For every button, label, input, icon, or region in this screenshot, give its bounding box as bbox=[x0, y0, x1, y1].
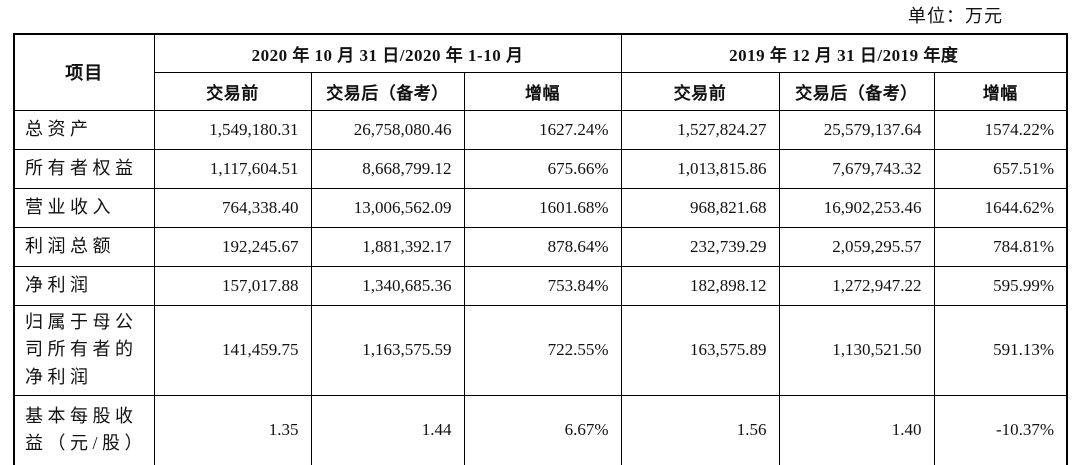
cell: 1.56 bbox=[620, 395, 780, 465]
subheader-2020-change: 增幅 bbox=[463, 71, 622, 111]
cell: 1574.22% bbox=[933, 109, 1068, 150]
cell: 1,163,575.59 bbox=[310, 304, 465, 397]
cell: 26,758,080.46 bbox=[310, 109, 465, 150]
subheader-2020-pre: 交易前 bbox=[153, 71, 312, 111]
cell: 2,059,295.57 bbox=[778, 226, 935, 267]
cell: 878.64% bbox=[463, 226, 622, 267]
cell: 13,006,562.09 bbox=[310, 187, 465, 228]
subheader-2019-change: 增幅 bbox=[933, 71, 1068, 111]
header-row-periods: 项目 2020 年 10 月 31 日/2020 年 1-10 月 2019 年… bbox=[13, 33, 1068, 111]
cell: 25,579,137.64 bbox=[778, 109, 935, 150]
cell: 1.44 bbox=[310, 395, 465, 465]
cell: 7,679,743.32 bbox=[778, 148, 935, 189]
cell: 1,340,685.36 bbox=[310, 265, 465, 306]
row-label: 利润总额 bbox=[13, 226, 155, 267]
table-row-owners-equity: 所有者权益 1,117,604.51 8,668,799.12 675.66% … bbox=[13, 148, 1068, 189]
cell: 764,338.40 bbox=[153, 187, 312, 228]
cell: 1,549,180.31 bbox=[153, 109, 312, 150]
period-header-2020: 2020 年 10 月 31 日/2020 年 1-10 月 bbox=[153, 33, 622, 73]
cell: 1,130,521.50 bbox=[778, 304, 935, 397]
cell: 1,117,604.51 bbox=[153, 148, 312, 189]
cell: 1.40 bbox=[778, 395, 935, 465]
row-label: 净利润 bbox=[13, 265, 155, 306]
cell: 1,013,815.86 bbox=[620, 148, 780, 189]
cell: 722.55% bbox=[463, 304, 622, 397]
cell: 182,898.12 bbox=[620, 265, 780, 306]
cell: 784.81% bbox=[933, 226, 1068, 267]
table-row-total-assets: 总资产 1,549,180.31 26,758,080.46 1627.24% … bbox=[13, 109, 1068, 150]
cell: 657.51% bbox=[933, 148, 1068, 189]
cell: 1644.62% bbox=[933, 187, 1068, 228]
table-row-basic-eps: 基本每股收益（元/股） 1.35 1.44 6.67% 1.56 1.40 -1… bbox=[13, 395, 1068, 465]
subheader-2020-post: 交易后（备考） bbox=[310, 71, 465, 111]
header-row-subcolumns: 交易前 交易后（备考） 增幅 交易前 交易后（备考） 增幅 bbox=[14, 71, 1068, 111]
cell: 16,902,253.46 bbox=[778, 187, 935, 228]
cell: 6.67% bbox=[463, 395, 622, 465]
cell: 595.99% bbox=[933, 265, 1068, 306]
row-label: 基本每股收益（元/股） bbox=[13, 395, 155, 465]
cell: 968,821.68 bbox=[620, 187, 780, 228]
cell: 232,739.29 bbox=[620, 226, 780, 267]
cell: 1,881,392.17 bbox=[310, 226, 465, 267]
cell: 675.66% bbox=[463, 148, 622, 189]
table-row-net-profit-parent: 归属于母公司所有者的净利润 141,459.75 1,163,575.59 72… bbox=[13, 304, 1068, 397]
table-row-net-profit: 净利润 157,017.88 1,340,685.36 753.84% 182,… bbox=[13, 265, 1068, 306]
cell: 192,245.67 bbox=[153, 226, 312, 267]
cell: 8,668,799.12 bbox=[310, 148, 465, 189]
row-label: 营业收入 bbox=[13, 187, 155, 228]
cell: 163,575.89 bbox=[620, 304, 780, 397]
cell: 1601.68% bbox=[463, 187, 622, 228]
row-label: 归属于母公司所有者的净利润 bbox=[13, 304, 155, 397]
subheader-2019-post: 交易后（备考） bbox=[778, 71, 935, 111]
table-row-total-profit: 利润总额 192,245.67 1,881,392.17 878.64% 232… bbox=[13, 226, 1068, 267]
subheader-2019-pre: 交易前 bbox=[620, 71, 780, 111]
financial-comparison-table: 项目 2020 年 10 月 31 日/2020 年 1-10 月 2019 年… bbox=[13, 33, 1069, 465]
cell: 1,272,947.22 bbox=[778, 265, 935, 306]
period-header-2019: 2019 年 12 月 31 日/2019 年度 bbox=[620, 33, 1068, 73]
cell: 1.35 bbox=[153, 395, 312, 465]
cell: 157,017.88 bbox=[153, 265, 312, 306]
item-column-header: 项目 bbox=[13, 33, 155, 111]
cell: 1627.24% bbox=[463, 109, 622, 150]
cell: 141,459.75 bbox=[153, 304, 312, 397]
cell: 753.84% bbox=[463, 265, 622, 306]
unit-label: 单位：万元 bbox=[908, 6, 1003, 26]
row-label: 总资产 bbox=[13, 109, 155, 150]
cell: 591.13% bbox=[933, 304, 1068, 397]
table-row-operating-revenue: 营业收入 764,338.40 13,006,562.09 1601.68% 9… bbox=[13, 187, 1068, 228]
cell: 1,527,824.27 bbox=[620, 109, 780, 150]
cell: -10.37% bbox=[933, 395, 1068, 465]
row-label: 所有者权益 bbox=[13, 148, 155, 189]
